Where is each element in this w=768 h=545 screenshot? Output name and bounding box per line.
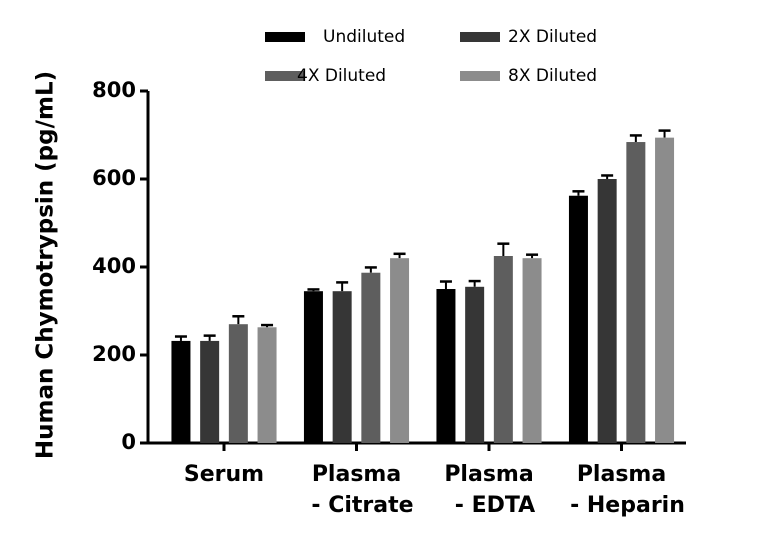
x-tick-label: - Citrate	[311, 493, 413, 518]
y-axis-label: Human Chymotrypsin (pg/mL)	[33, 71, 59, 459]
bar	[597, 179, 617, 443]
bar	[228, 324, 248, 443]
bar	[568, 195, 588, 443]
bar	[522, 258, 542, 443]
legend-swatch	[265, 71, 305, 81]
legend-label: 4X Diluted	[297, 66, 386, 86]
legend-swatch	[460, 32, 500, 42]
bar	[436, 289, 456, 443]
bar	[361, 272, 381, 443]
bar	[493, 256, 513, 443]
legend-swatch	[265, 32, 305, 42]
bar	[332, 291, 352, 443]
bar	[257, 327, 277, 443]
bar	[655, 137, 675, 443]
y-tick-label: 400	[92, 254, 136, 278]
x-tick-label: - EDTA	[455, 493, 535, 518]
x-tick-label: Plasma	[444, 462, 533, 487]
legend-label: Undiluted	[323, 27, 405, 47]
x-tick-label: - Heparin	[570, 493, 685, 518]
y-tick-label: 600	[92, 166, 136, 190]
bar	[171, 340, 191, 443]
bar	[465, 286, 485, 443]
x-tick-label: Plasma	[577, 462, 666, 487]
y-tick-label: 800	[92, 78, 136, 102]
legend-swatch	[460, 71, 500, 81]
bar	[626, 142, 646, 444]
bar	[303, 291, 323, 443]
legend-label: 2X Diluted	[508, 27, 597, 47]
y-tick-label: 200	[92, 342, 136, 366]
bar	[390, 258, 410, 443]
bar	[200, 340, 220, 443]
x-tick-label: Plasma	[312, 462, 401, 487]
legend-label: 8X Diluted	[508, 66, 597, 86]
x-tick-label: Serum	[184, 462, 264, 487]
y-tick-label: 0	[121, 430, 136, 454]
